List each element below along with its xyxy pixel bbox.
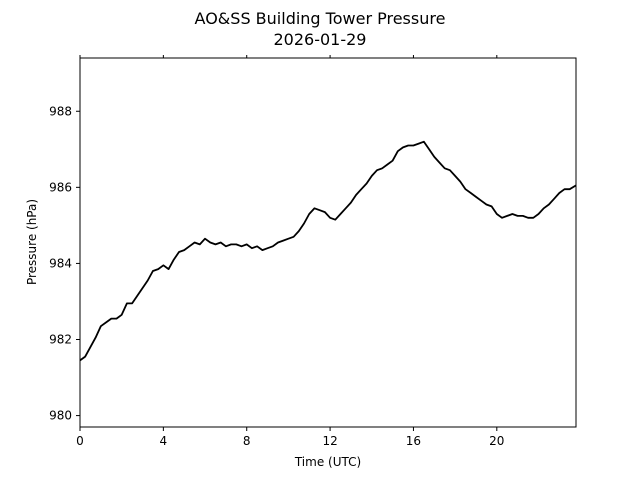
y-tick-label: 986: [49, 180, 72, 194]
x-tick-label: 12: [322, 434, 337, 448]
y-tick-label: 980: [49, 409, 72, 423]
x-axis-label: Time (UTC): [294, 455, 361, 469]
y-tick-label: 988: [49, 104, 72, 118]
chart-title: AO&SS Building Tower Pressure: [195, 9, 446, 28]
y-axis-label: Pressure (hPa): [25, 199, 39, 285]
x-tick-label: 0: [76, 434, 84, 448]
x-tick-label: 20: [489, 434, 504, 448]
axis-ticks: 0 4 8 12 16 20 980 982 984 986 988: [49, 55, 504, 448]
x-tick-label: 4: [160, 434, 168, 448]
plot-frame: [79, 57, 577, 428]
y-tick-label: 982: [49, 333, 72, 347]
x-tick-label: 16: [406, 434, 421, 448]
x-tick-label: 8: [243, 434, 251, 448]
pressure-series-line: [79, 140, 577, 362]
chart-subtitle: 2026-01-29: [274, 30, 367, 49]
y-tick-label: 984: [49, 256, 72, 270]
